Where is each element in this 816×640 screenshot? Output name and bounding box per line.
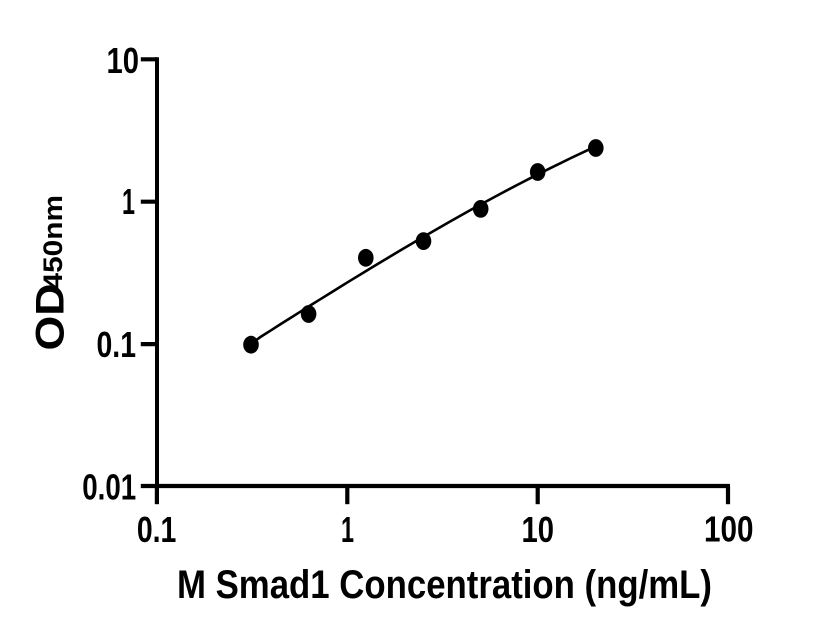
svg-text:0.1: 0.1 xyxy=(137,509,177,550)
svg-text:0.01: 0.01 xyxy=(82,467,136,508)
svg-text:1: 1 xyxy=(341,509,354,550)
svg-text:450nm: 450nm xyxy=(38,195,68,290)
svg-text:10: 10 xyxy=(107,40,140,81)
svg-text:1: 1 xyxy=(122,181,135,222)
svg-text:0.1: 0.1 xyxy=(97,324,137,365)
svg-text:100: 100 xyxy=(704,509,754,550)
svg-text:M Smad1 Concentration (ng/mL): M Smad1 Concentration (ng/mL) xyxy=(177,563,712,607)
svg-text:10: 10 xyxy=(521,509,554,550)
svg-text:OD: OD xyxy=(29,284,73,351)
